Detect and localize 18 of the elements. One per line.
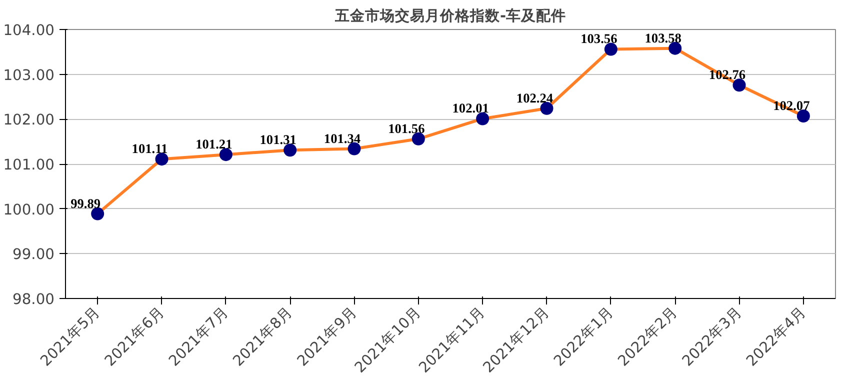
data-label: 102.01 [452,100,489,116]
data-label: 101.21 [196,136,232,152]
data-label: 103.58 [644,30,682,46]
y-tick-label: 99.00 [12,246,55,264]
data-label: 101.56 [388,120,426,136]
y-tick-label: 102.00 [3,112,55,129]
y-tick-label: 98.00 [12,291,55,308]
y-tick-label: 101.00 [3,156,55,174]
data-label: 101.31 [260,132,296,148]
data-label: 101.11 [132,141,168,156]
y-tick-label: 100.00 [3,201,55,218]
y-tick-label: 104.00 [3,22,55,39]
data-label: 101.34 [324,130,361,146]
data-label: 99.89 [70,196,101,211]
chart-title: 五金市场交易月价格指数-车及配件 [334,6,566,24]
data-label: 103.56 [580,31,618,46]
y-tick-label: 103.00 [3,66,55,84]
data-label: 102.24 [516,90,554,106]
